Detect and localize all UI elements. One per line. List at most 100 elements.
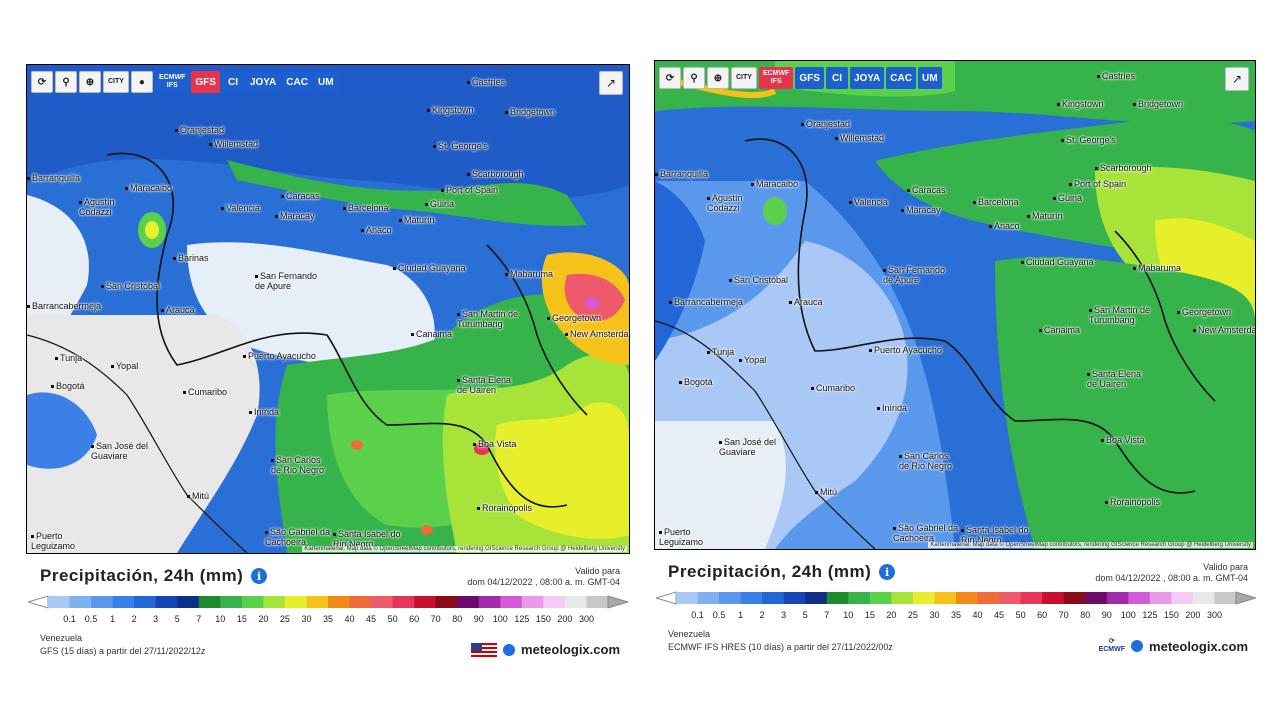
refresh-button[interactable]: ⟳ — [31, 71, 53, 93]
run-info: Venezuela GFS (15 días) a partir del 27/… — [40, 633, 206, 656]
share-button[interactable]: ↗ — [1225, 67, 1249, 91]
scale-tick-label: 150 — [1163, 610, 1179, 620]
model-ci-button[interactable]: CI — [825, 67, 848, 89]
scale-swatch — [719, 592, 742, 604]
scale-tick-label: 5 — [802, 610, 808, 620]
info-icon[interactable]: i — [879, 564, 896, 580]
scale-swatch — [891, 592, 914, 604]
city-label: Santa Elena de Uairen — [1087, 369, 1142, 389]
city-label: Maracaibo — [125, 183, 172, 193]
scale-tick-label: 30 — [301, 614, 312, 624]
scale-swatch — [263, 596, 286, 608]
model-gfs-button[interactable]: GFS — [795, 67, 824, 89]
share-button[interactable]: ↗ — [599, 71, 623, 95]
globe-icon — [503, 643, 516, 656]
city-toggle-button[interactable]: CITY — [731, 67, 757, 89]
city-label: Maracay — [901, 205, 941, 215]
city-label: St. George's — [433, 141, 488, 151]
city-label: Mitú — [815, 487, 837, 497]
city-label: San Cristóbal — [729, 275, 788, 285]
model-joya-button[interactable]: JOYA — [849, 67, 885, 89]
info-icon[interactable]: i — [251, 568, 268, 584]
scale-swatch — [1149, 592, 1172, 604]
model-um-button[interactable]: UM — [313, 71, 338, 93]
scale-tick-label: 1 — [110, 614, 116, 624]
city-label: Güiria — [1053, 193, 1082, 203]
city-label: Barranquilla — [655, 169, 708, 179]
precip-color-scale — [656, 591, 1256, 605]
city-label: Barcelona — [973, 197, 1019, 207]
scale-tick-label: 50 — [387, 614, 398, 624]
scale-swatch — [1214, 592, 1237, 604]
location-pin-button[interactable]: ⚲ — [55, 71, 77, 93]
model-um-button[interactable]: UM — [917, 67, 942, 89]
model-cac-button[interactable]: CAC — [886, 67, 916, 89]
city-label: Inírida — [877, 403, 907, 413]
scale-swatch — [934, 592, 957, 604]
city-label: Anaco — [989, 221, 1020, 231]
city-label: Agustín Codazzi — [707, 193, 747, 213]
scale-swatch — [1020, 592, 1043, 604]
city-label: Georgetown — [1177, 307, 1231, 317]
zoom-button[interactable]: ⊕ — [707, 67, 729, 89]
city-toggle-button[interactable]: CITY — [103, 71, 129, 93]
scale-swatch — [762, 592, 785, 604]
city-label: Barrancabermeja — [669, 297, 743, 307]
city-label: Puerto Leguizamo — [659, 527, 709, 547]
scale-swatch — [1063, 592, 1086, 604]
map-toolbar: ⟳ ⚲ ⊕ CITY ● ECMWF IFS GFS CI JOYA CAC U… — [31, 71, 338, 93]
scale-left-arrow — [656, 591, 677, 605]
scale-swatch — [371, 596, 394, 608]
scale-swatch — [543, 596, 566, 608]
scale-swatch — [220, 596, 243, 608]
city-label: Rorainópolis — [1105, 497, 1160, 507]
city-label: Valencia — [221, 203, 260, 213]
scale-swatch — [241, 596, 264, 608]
model-ecmwf-button[interactable]: ECMWF IFS — [758, 67, 794, 89]
scale-tick-label: 20 — [886, 610, 897, 620]
scale-tick-label: 7 — [824, 610, 830, 620]
globe-icon — [1131, 640, 1144, 652]
scale-swatch — [392, 596, 415, 608]
model-joya-button[interactable]: JOYA — [245, 71, 281, 93]
city-label: Willemstad — [835, 133, 884, 143]
scale-tick-label: 150 — [535, 614, 551, 624]
model-ecmwf-button[interactable]: ECMWF IFS — [154, 71, 190, 93]
city-label: Barcelona — [343, 203, 389, 213]
map-toolbar: ⟳ ⚲ ⊕ CITY ECMWF IFS GFS CI JOYA CAC UM — [659, 67, 942, 89]
scale-tick-label: 3 — [781, 610, 787, 620]
scale-tick-label: 1 — [738, 610, 744, 620]
scale-tick-label: 40 — [344, 614, 355, 624]
city-label: Canaima — [411, 329, 452, 339]
model-ci-button[interactable]: CI — [221, 71, 244, 93]
model-gfs-button[interactable]: GFS — [191, 71, 220, 93]
city-label: Canaima — [1039, 325, 1080, 335]
scale-swatch — [177, 596, 200, 608]
scale-swatch — [521, 596, 544, 608]
city-label: Boa Vista — [473, 439, 516, 449]
map-attribution: Kartenmaterial: Map data © OpenStreetMap… — [302, 546, 627, 552]
brand-logo[interactable]: ⟳ ECMWF meteologix.com — [1098, 638, 1248, 654]
city-label: Willemstad — [209, 139, 258, 149]
location-pin-button[interactable]: ⚲ — [683, 67, 705, 89]
ecmwf-precip-map[interactable]: ⟳ ⚲ ⊕ CITY ECMWF IFS GFS CI JOYA CAC UM … — [654, 60, 1256, 550]
city-label: Oranjestad — [175, 125, 224, 135]
city-label: Güiria — [425, 199, 454, 209]
scale-tick-label: 60 — [1037, 610, 1048, 620]
model-cac-button[interactable]: CAC — [282, 71, 312, 93]
precip-color-scale — [28, 595, 628, 609]
city-label: San José del Guaviare — [91, 441, 151, 461]
scale-tick-label: 80 — [1080, 610, 1091, 620]
scale-swatch — [1171, 592, 1194, 604]
gfs-precip-map[interactable]: ⟳ ⚲ ⊕ CITY ● ECMWF IFS GFS CI JOYA CAC U… — [26, 64, 630, 554]
dot-toggle-button[interactable]: ● — [130, 71, 153, 93]
scale-swatch — [848, 592, 871, 604]
refresh-button[interactable]: ⟳ — [659, 67, 681, 89]
scale-tick-label: 30 — [929, 610, 940, 620]
brand-logo[interactable]: meteologix.com — [471, 642, 620, 657]
precip-scale-ticks: 0.1 0.5 1 2 3 5 7 10 15 20 25 30 35 40 45 50 60 70 80 90 100… — [656, 610, 1256, 622]
city-label: São Gabriel da Cachoeira — [265, 527, 335, 547]
zoom-button[interactable]: ⊕ — [79, 71, 101, 93]
city-label: Rorainópolis — [477, 503, 532, 513]
scale-swatch — [1192, 592, 1215, 604]
